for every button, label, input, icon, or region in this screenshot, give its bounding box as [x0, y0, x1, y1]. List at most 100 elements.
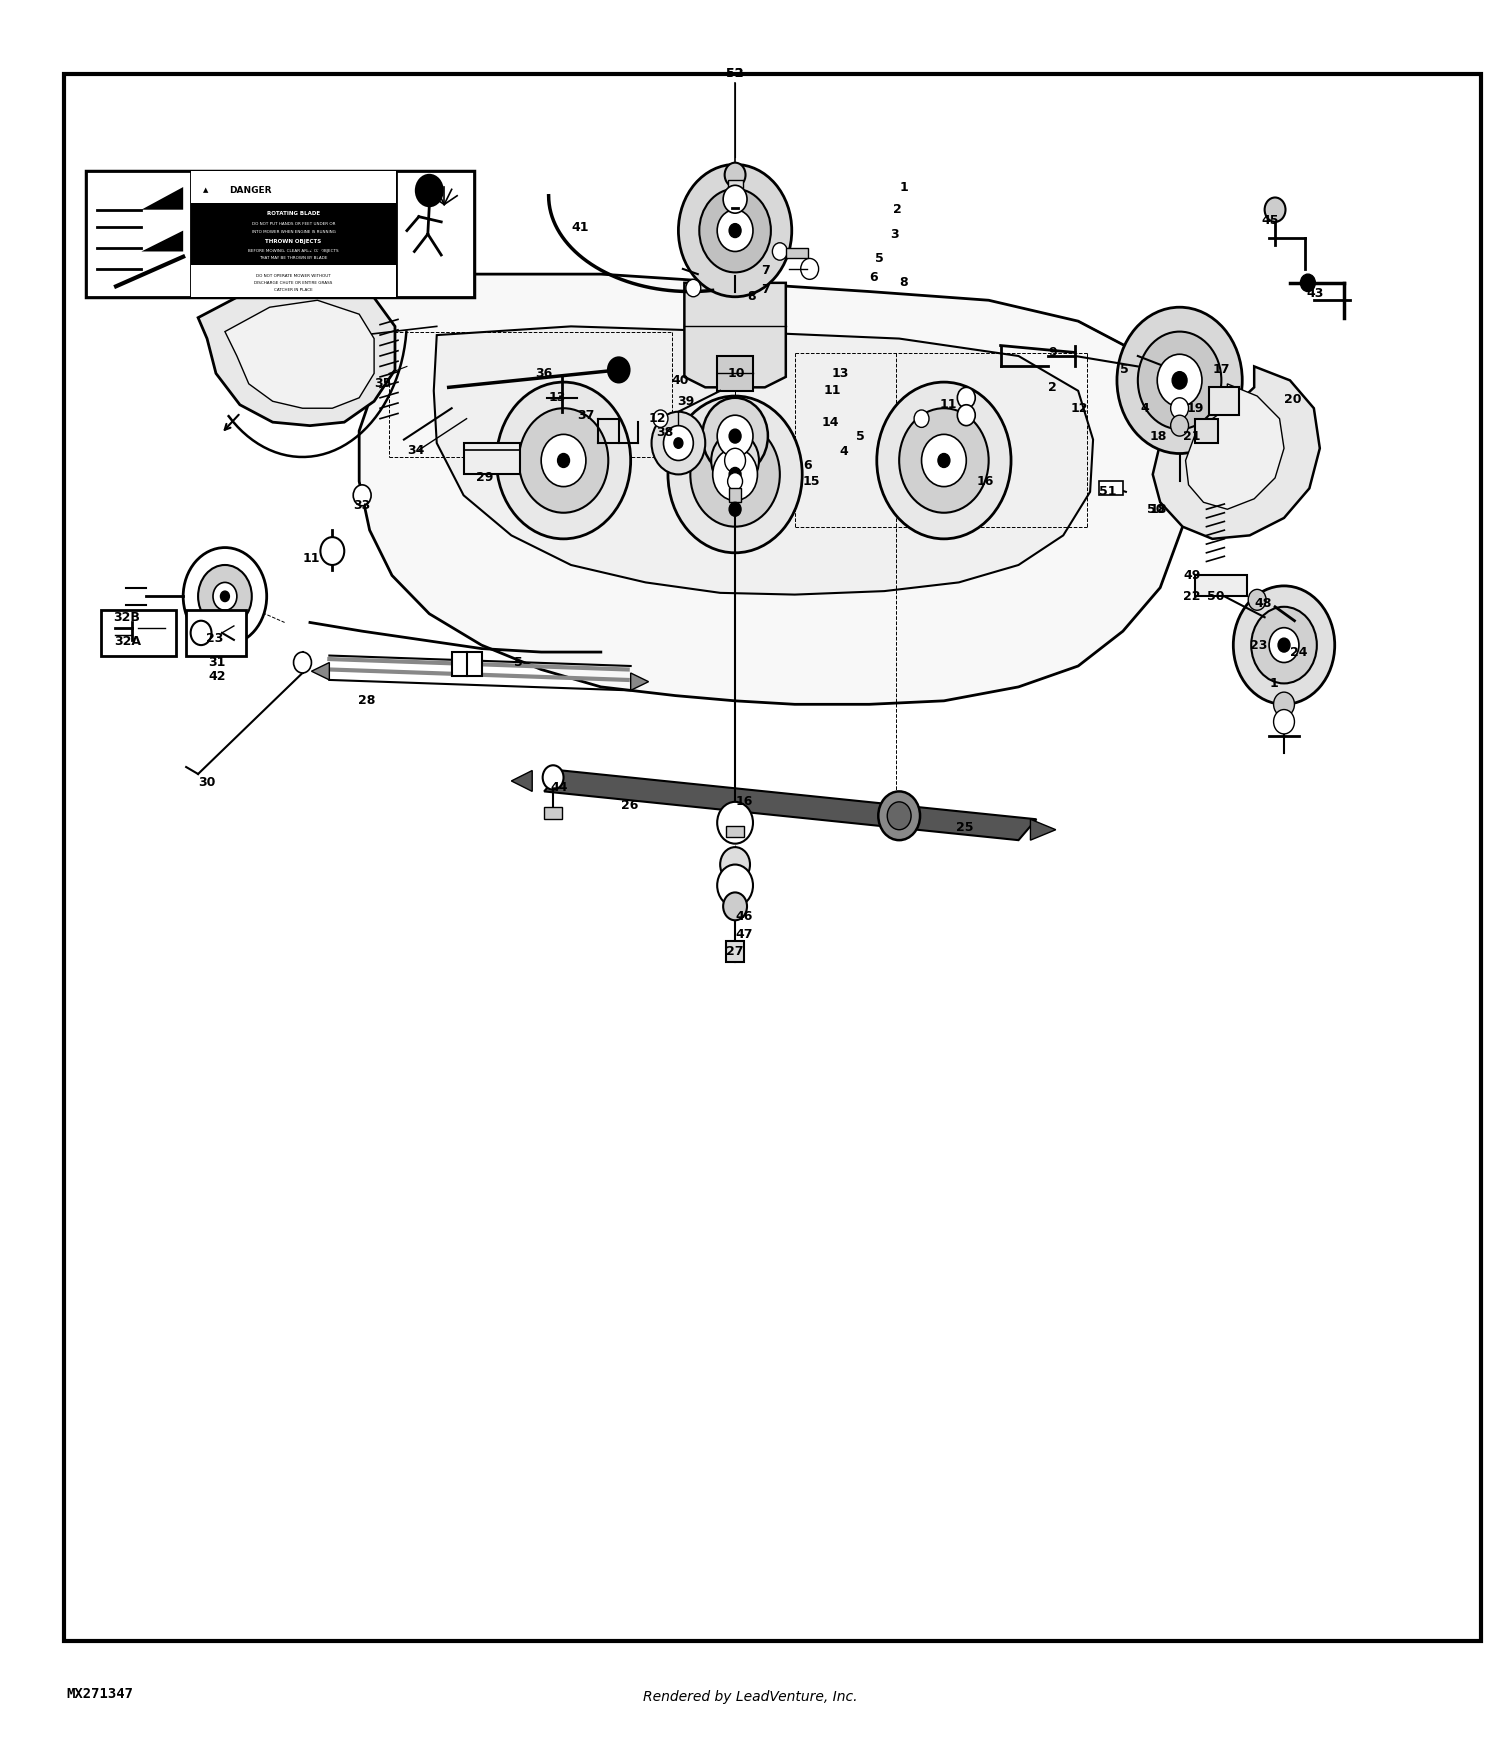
Circle shape: [914, 410, 928, 427]
Text: 5: 5: [1120, 364, 1128, 376]
Text: 8: 8: [747, 290, 756, 303]
Circle shape: [1248, 590, 1266, 611]
Text: 21: 21: [1182, 429, 1200, 443]
Circle shape: [717, 802, 753, 844]
Text: 23: 23: [206, 632, 224, 644]
Text: 26: 26: [621, 798, 638, 812]
Circle shape: [543, 765, 564, 789]
Text: DO NOT PUT HANDS OR FEET UNDER OR: DO NOT PUT HANDS OR FEET UNDER OR: [252, 222, 336, 226]
Circle shape: [886, 802, 910, 829]
Text: 5: 5: [876, 252, 884, 264]
Text: DISCHARGE CHUTE OR ENTIRE GRASS: DISCHARGE CHUTE OR ENTIRE GRASS: [255, 280, 333, 285]
Text: 7: 7: [760, 264, 770, 276]
Polygon shape: [544, 770, 1036, 840]
Bar: [190, 172, 396, 203]
Text: 13: 13: [833, 368, 849, 380]
Polygon shape: [1185, 383, 1284, 509]
Text: 11: 11: [824, 385, 840, 397]
Text: 15: 15: [802, 474, 819, 488]
Bar: [190, 172, 396, 298]
Bar: [464, 443, 520, 474]
Text: 4: 4: [1142, 402, 1149, 415]
Circle shape: [213, 583, 237, 611]
Circle shape: [801, 259, 819, 280]
Circle shape: [1170, 397, 1188, 418]
Circle shape: [1138, 331, 1221, 429]
Text: INTO MOWER WHEN ENGINE IS RUNNING: INTO MOWER WHEN ENGINE IS RUNNING: [252, 231, 336, 234]
Text: 3: 3: [890, 228, 898, 240]
Polygon shape: [141, 187, 183, 210]
Circle shape: [957, 404, 975, 425]
Circle shape: [772, 243, 788, 261]
Circle shape: [720, 847, 750, 882]
Circle shape: [878, 382, 1011, 539]
Bar: [1194, 418, 1218, 443]
Text: 39: 39: [676, 396, 694, 408]
Text: 2: 2: [1048, 382, 1058, 394]
Circle shape: [668, 396, 802, 553]
Bar: [86, 172, 190, 298]
Text: 29: 29: [476, 471, 494, 485]
Text: 18: 18: [1150, 429, 1167, 443]
Bar: [717, 355, 753, 390]
Text: 47: 47: [735, 928, 753, 942]
Circle shape: [723, 186, 747, 214]
Text: 12: 12: [1071, 402, 1088, 415]
Circle shape: [717, 415, 753, 457]
Circle shape: [519, 408, 609, 513]
Text: 42: 42: [209, 670, 226, 682]
Text: 32A: 32A: [114, 635, 141, 648]
Text: 7: 7: [760, 284, 770, 296]
Polygon shape: [225, 301, 374, 408]
Bar: [729, 488, 741, 502]
Circle shape: [723, 892, 747, 920]
Circle shape: [699, 189, 771, 273]
Circle shape: [724, 448, 746, 472]
Circle shape: [729, 429, 741, 443]
Circle shape: [416, 175, 442, 206]
Text: 22: 22: [1182, 590, 1200, 602]
Text: 50: 50: [1208, 590, 1224, 602]
Text: 49: 49: [1184, 569, 1200, 583]
Circle shape: [1118, 308, 1242, 453]
Text: CATCHER IN PLACE: CATCHER IN PLACE: [274, 287, 314, 292]
Circle shape: [496, 382, 630, 539]
Circle shape: [898, 408, 989, 513]
Bar: [786, 248, 808, 259]
Text: 43: 43: [1306, 287, 1324, 299]
Text: 31: 31: [209, 656, 226, 668]
Circle shape: [717, 864, 753, 906]
Text: 53: 53: [306, 245, 324, 257]
Circle shape: [220, 592, 230, 602]
Text: 51: 51: [1100, 485, 1116, 499]
Circle shape: [651, 411, 705, 474]
Text: 13: 13: [549, 392, 566, 404]
Text: 38: 38: [656, 425, 674, 439]
Text: 1: 1: [898, 180, 908, 194]
Text: 32B: 32B: [112, 611, 140, 623]
Text: 1: 1: [1269, 677, 1278, 690]
Text: 12: 12: [648, 413, 666, 425]
Text: MX271347: MX271347: [68, 1687, 134, 1701]
Polygon shape: [512, 770, 532, 791]
Bar: [1194, 576, 1246, 597]
Circle shape: [609, 357, 628, 382]
Circle shape: [1170, 415, 1188, 436]
Bar: [726, 942, 744, 963]
Circle shape: [321, 537, 345, 565]
Text: BEFORE MOWING, CLEAR AREA OF OBJECTS: BEFORE MOWING, CLEAR AREA OF OBJECTS: [248, 250, 339, 254]
Text: 11: 11: [939, 399, 957, 411]
Text: 8: 8: [898, 276, 908, 289]
Polygon shape: [198, 275, 394, 425]
Text: 27: 27: [726, 945, 744, 959]
Circle shape: [1233, 586, 1335, 704]
Text: 18: 18: [1150, 502, 1167, 516]
Text: 11: 11: [303, 551, 321, 565]
Circle shape: [686, 280, 700, 298]
Circle shape: [198, 565, 252, 628]
Circle shape: [652, 410, 668, 427]
Polygon shape: [1030, 819, 1056, 840]
Bar: [1209, 387, 1239, 415]
Text: DO NOT OPERATE MOWER WITHOUT: DO NOT OPERATE MOWER WITHOUT: [256, 273, 332, 278]
Circle shape: [1264, 198, 1286, 222]
